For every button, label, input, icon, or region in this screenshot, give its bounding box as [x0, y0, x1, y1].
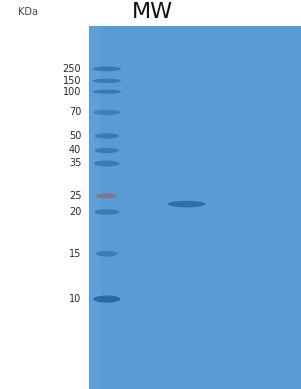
Text: 100: 100 — [63, 87, 81, 97]
Text: 10: 10 — [69, 294, 81, 304]
Text: 70: 70 — [69, 107, 81, 117]
Ellipse shape — [95, 133, 119, 138]
Text: 150: 150 — [63, 76, 81, 86]
Ellipse shape — [96, 251, 118, 257]
Ellipse shape — [95, 209, 119, 215]
Ellipse shape — [93, 67, 121, 71]
Text: 25: 25 — [69, 191, 81, 201]
Text: 50: 50 — [69, 131, 81, 141]
Ellipse shape — [95, 148, 119, 153]
Ellipse shape — [96, 193, 117, 198]
Text: KDa: KDa — [18, 7, 38, 17]
Text: 35: 35 — [69, 158, 81, 168]
Text: 40: 40 — [69, 145, 81, 156]
Text: 250: 250 — [63, 64, 81, 74]
FancyBboxPatch shape — [89, 26, 101, 389]
Ellipse shape — [93, 296, 120, 303]
Ellipse shape — [93, 110, 120, 115]
Ellipse shape — [93, 89, 121, 94]
Text: 20: 20 — [69, 207, 81, 217]
Ellipse shape — [93, 79, 121, 83]
Text: 15: 15 — [69, 249, 81, 259]
Ellipse shape — [168, 201, 205, 207]
Ellipse shape — [94, 161, 119, 166]
FancyBboxPatch shape — [89, 26, 301, 389]
Text: MW: MW — [132, 2, 173, 22]
